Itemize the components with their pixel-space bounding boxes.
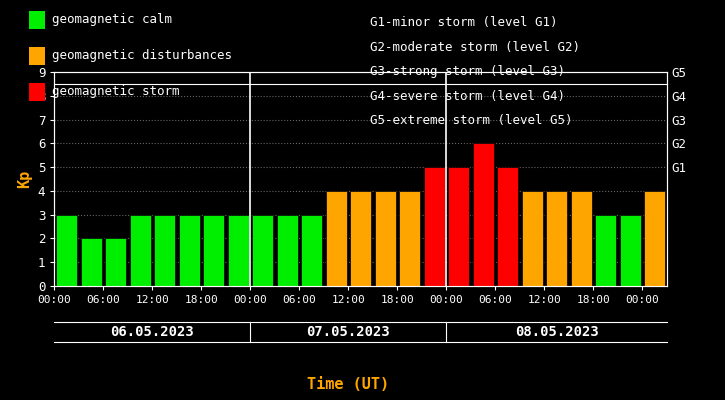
Bar [179, 215, 199, 286]
Bar [57, 215, 77, 286]
Bar [130, 215, 151, 286]
Text: G5-extreme storm (level G5): G5-extreme storm (level G5) [370, 114, 572, 128]
Bar [571, 191, 592, 286]
Bar [620, 215, 641, 286]
Bar [375, 191, 396, 286]
Bar [645, 191, 665, 286]
Text: geomagnetic storm: geomagnetic storm [52, 86, 180, 98]
Bar [203, 215, 224, 286]
Bar [302, 215, 322, 286]
Bar [80, 238, 102, 286]
Text: 06.05.2023: 06.05.2023 [110, 325, 194, 339]
Text: Time (UT): Time (UT) [307, 377, 389, 392]
Bar [350, 191, 371, 286]
Bar [424, 167, 444, 286]
Bar [473, 143, 494, 286]
Bar [595, 215, 616, 286]
Text: geomagnetic disturbances: geomagnetic disturbances [52, 50, 232, 62]
Bar [522, 191, 542, 286]
Bar [497, 167, 518, 286]
Bar [399, 191, 420, 286]
Bar [105, 238, 126, 286]
Text: G4-severe storm (level G4): G4-severe storm (level G4) [370, 90, 565, 103]
Bar [154, 215, 175, 286]
Text: 07.05.2023: 07.05.2023 [307, 325, 390, 339]
Bar [547, 191, 567, 286]
Text: G3-strong storm (level G3): G3-strong storm (level G3) [370, 65, 565, 78]
Bar [228, 215, 249, 286]
Bar [252, 215, 273, 286]
Bar [448, 167, 469, 286]
Bar [277, 215, 297, 286]
Text: 08.05.2023: 08.05.2023 [515, 325, 599, 339]
Text: G2-moderate storm (level G2): G2-moderate storm (level G2) [370, 41, 580, 54]
Text: geomagnetic calm: geomagnetic calm [52, 14, 173, 26]
Y-axis label: Kp: Kp [17, 170, 33, 188]
Text: G1-minor storm (level G1): G1-minor storm (level G1) [370, 16, 558, 29]
Bar [326, 191, 347, 286]
